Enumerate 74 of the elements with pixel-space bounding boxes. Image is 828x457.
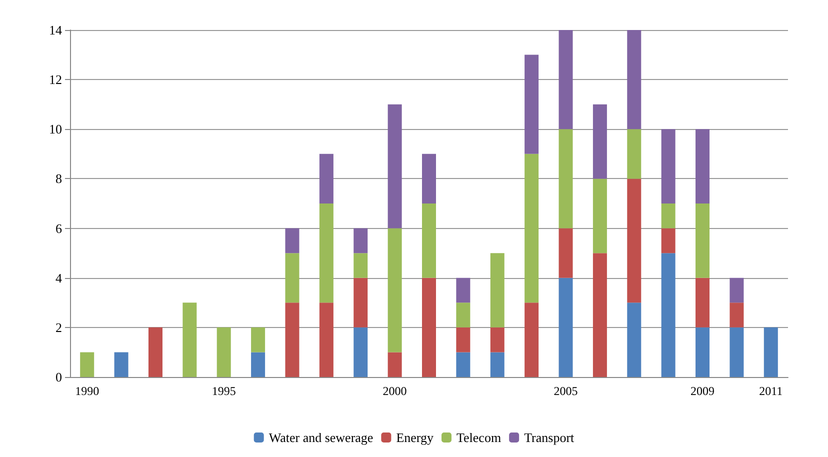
bar bbox=[524, 302, 539, 377]
bar bbox=[354, 228, 368, 254]
bar bbox=[627, 302, 642, 377]
bar bbox=[730, 302, 744, 328]
bar bbox=[627, 129, 642, 179]
bar bbox=[730, 327, 744, 377]
bar bbox=[285, 253, 300, 303]
bar bbox=[696, 327, 710, 377]
x-tick-label: 2000 bbox=[382, 384, 407, 398]
bar bbox=[354, 253, 368, 278]
bar bbox=[490, 253, 504, 328]
bar bbox=[354, 278, 368, 328]
bar bbox=[456, 302, 470, 328]
bar bbox=[627, 30, 642, 130]
y-tick-label: 8 bbox=[56, 171, 62, 186]
bar bbox=[388, 228, 402, 352]
y-tick-label: 14 bbox=[49, 22, 62, 38]
bar bbox=[558, 228, 573, 278]
bar bbox=[456, 352, 470, 377]
bar bbox=[661, 129, 676, 204]
legend-label: Transport bbox=[524, 430, 575, 445]
bar bbox=[319, 204, 334, 303]
x-tick-label: 1990 bbox=[75, 384, 100, 398]
x-tick-label: 2011 bbox=[759, 384, 783, 398]
bar bbox=[251, 327, 266, 352]
bar bbox=[696, 204, 710, 278]
bar bbox=[696, 129, 710, 204]
x-tick-label: 1995 bbox=[212, 384, 236, 398]
bar bbox=[319, 154, 334, 204]
y-tick-label: 2 bbox=[56, 320, 62, 335]
bar bbox=[182, 302, 197, 377]
x-tick-label: 2009 bbox=[690, 384, 715, 398]
bar bbox=[456, 327, 470, 352]
legend-label: Telecom bbox=[456, 430, 502, 445]
bar bbox=[80, 352, 94, 377]
bar bbox=[558, 129, 573, 228]
bar bbox=[490, 327, 504, 352]
x-tick-label: 2005 bbox=[554, 384, 578, 398]
legend-label: Water and sewerage bbox=[268, 430, 374, 445]
bar bbox=[319, 302, 334, 377]
bar bbox=[388, 352, 402, 377]
bar bbox=[592, 253, 607, 377]
legend-label: Energy bbox=[396, 430, 434, 445]
y-tick-label: 12 bbox=[49, 72, 62, 88]
y-tick-label: 10 bbox=[49, 122, 62, 137]
bar bbox=[148, 327, 162, 377]
bar bbox=[354, 327, 368, 377]
bar bbox=[251, 352, 266, 377]
bar bbox=[524, 54, 539, 154]
bar bbox=[661, 228, 676, 254]
bar bbox=[592, 104, 607, 179]
bar bbox=[558, 278, 573, 377]
bar bbox=[216, 327, 231, 377]
bar bbox=[388, 104, 402, 228]
y-tick-label: 4 bbox=[56, 270, 62, 286]
bar bbox=[422, 154, 436, 204]
bar bbox=[285, 302, 300, 377]
bar bbox=[696, 278, 710, 328]
bar bbox=[524, 154, 539, 303]
bar bbox=[764, 327, 778, 377]
bar bbox=[285, 228, 300, 254]
bar bbox=[114, 352, 128, 377]
bar bbox=[558, 30, 573, 130]
bar bbox=[730, 278, 744, 303]
bar bbox=[661, 253, 676, 377]
bar bbox=[422, 204, 436, 278]
y-tick-label: 0 bbox=[56, 370, 62, 384]
y-tick-label: 6 bbox=[56, 220, 62, 236]
bar bbox=[456, 278, 470, 303]
bar bbox=[661, 204, 676, 228]
bar bbox=[490, 352, 504, 377]
bar bbox=[627, 178, 642, 303]
bar bbox=[592, 178, 607, 254]
bar bbox=[422, 278, 436, 377]
